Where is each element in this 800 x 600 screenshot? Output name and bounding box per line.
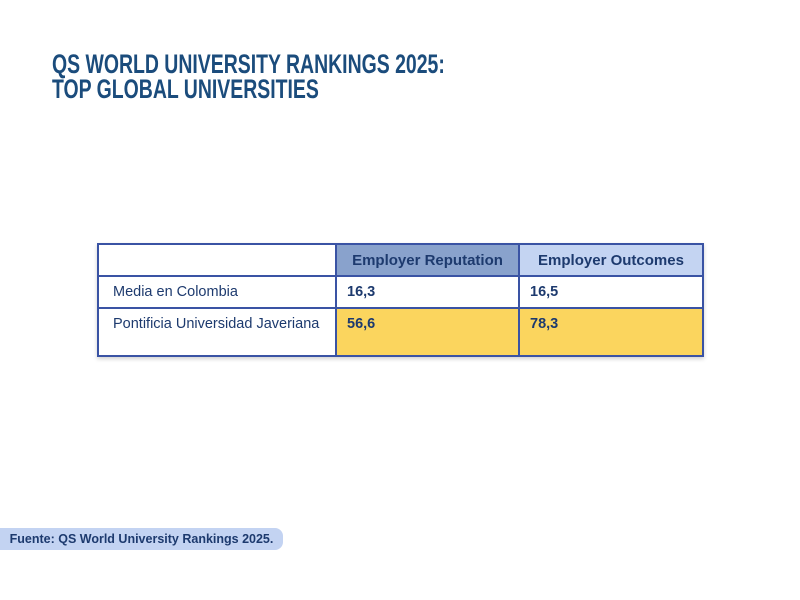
row-label: Media en Colombia [97, 275, 337, 309]
source-text: Fuente: QS World University Rankings 202… [9, 532, 274, 546]
table-row-pontificia-javeriana: Pontificia Universidad Javeriana 56,6 78… [97, 307, 704, 357]
table-header-row: Employer Reputation Employer Outcomes [97, 243, 704, 277]
column-header-employer-reputation: Employer Reputation [335, 243, 520, 277]
page-title-line-2: TOP GLOBAL UNIVERSITIES [52, 74, 319, 104]
table-row-media-en-colombia: Media en Colombia 16,3 16,5 [97, 275, 704, 309]
page-title: QS WORLD UNIVERSITY RANKINGS 2025: TOP G… [52, 49, 445, 104]
cell-employer-reputation-highlighted: 56,6 [335, 307, 520, 357]
row-label: Pontificia Universidad Javeriana [97, 307, 337, 357]
cell-employer-outcomes: 16,5 [518, 275, 704, 309]
rankings-table: Employer Reputation Employer Outcomes Me… [97, 243, 704, 357]
table-corner-cell [97, 243, 337, 277]
page-title-line-1: QS WORLD UNIVERSITY RANKINGS 2025: [52, 49, 445, 79]
cell-employer-reputation: 16,3 [335, 275, 520, 309]
cell-employer-outcomes-highlighted: 78,3 [518, 307, 704, 357]
column-header-employer-outcomes: Employer Outcomes [518, 243, 704, 277]
source-badge: Fuente: QS World University Rankings 202… [0, 528, 283, 550]
